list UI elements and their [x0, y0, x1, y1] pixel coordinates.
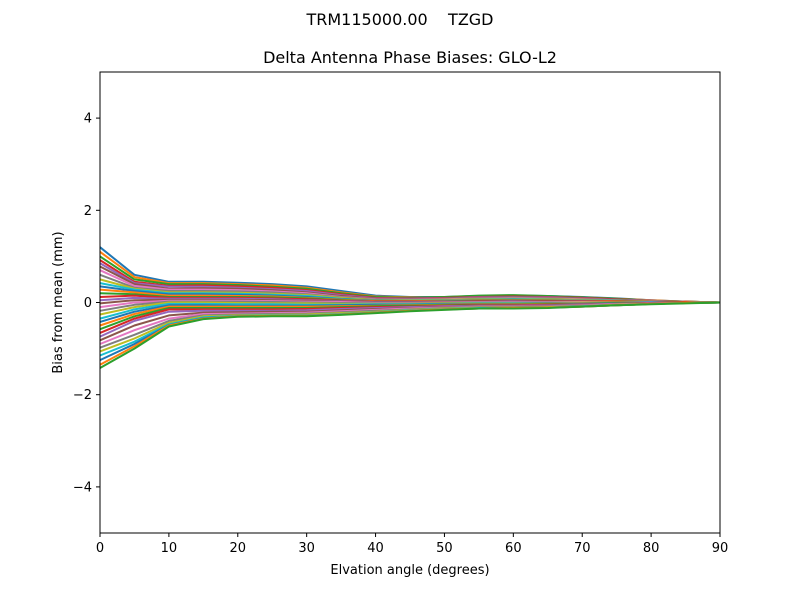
x-tick-label: 20	[230, 541, 247, 556]
x-tick-label: 90	[712, 541, 729, 556]
x-tick-label: 80	[643, 541, 660, 556]
x-tick-label: 10	[161, 541, 178, 556]
x-tick-label: 40	[367, 541, 384, 556]
data-lines	[99, 246, 721, 369]
x-axis: 0 10 20 30 40 50 60 70 80 90	[96, 533, 728, 556]
y-axis-label: Bias from mean (mm)	[51, 231, 66, 373]
y-tick-label: −4	[73, 480, 92, 495]
x-tick-label: 0	[96, 541, 104, 556]
x-tick-label: 60	[505, 541, 522, 556]
y-axis: −4 −2 0 2 4	[73, 112, 100, 495]
x-tick-label: 70	[574, 541, 591, 556]
x-tick-label: 50	[436, 541, 453, 556]
y-tick-label: 4	[84, 112, 92, 127]
y-tick-label: 2	[84, 204, 92, 219]
chart-title: Delta Antenna Phase Biases: GLO-L2	[263, 48, 557, 67]
x-axis-label: Elvation angle (degrees)	[330, 563, 489, 578]
x-tick-label: 30	[298, 541, 315, 556]
series-line	[99, 301, 721, 369]
y-tick-label: −2	[73, 388, 92, 403]
y-tick-label: 0	[84, 296, 92, 311]
figure-suptitle: TRM115000.00 TZGD	[306, 10, 494, 29]
